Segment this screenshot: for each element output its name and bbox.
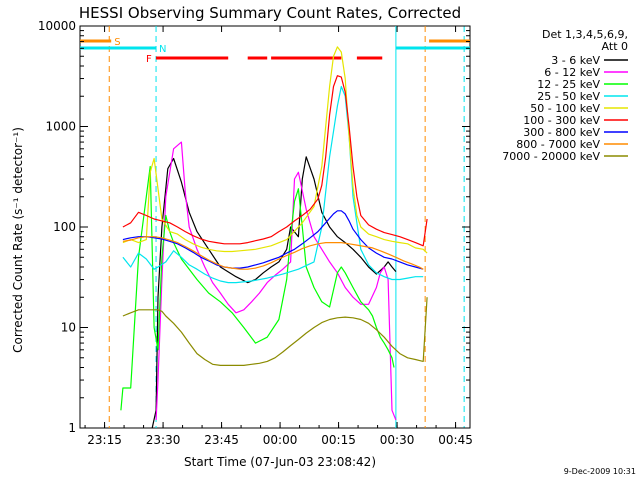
series-line-6 xyxy=(122,210,424,270)
series-line-7 xyxy=(122,236,424,270)
plot-area: SNF 23:15 23:30 23:45 00:00 00:15 00:30 00:45 … xyxy=(38,19,473,447)
x-tick-label-6: 00:45 xyxy=(438,433,473,447)
legend-label-8: 7000 - 20000 keV xyxy=(502,150,600,163)
x-tick-label-0: 23:15 xyxy=(87,433,122,447)
legend-label-3: 25 - 50 keV xyxy=(537,90,600,103)
x-tick-label-2: 23:45 xyxy=(204,433,239,447)
legend-label-4: 50 - 100 keV xyxy=(530,102,600,115)
series-line-4 xyxy=(122,46,428,254)
series-line-1 xyxy=(155,141,397,421)
legend-header-detectors: Det 1,3,4,5,6,9, xyxy=(542,28,628,41)
plot-frame xyxy=(79,25,471,429)
legend-label-5: 100 - 300 keV xyxy=(523,114,600,127)
x-tick-label-4: 00:15 xyxy=(321,433,356,447)
x-tick-label-5: 00:30 xyxy=(380,433,415,447)
x-tick-label-3: 00:00 xyxy=(263,433,298,447)
chart-title: HESSI Observing Summary Count Rates, Cor… xyxy=(79,4,461,22)
legend-label-2: 12 - 25 keV xyxy=(537,78,600,91)
legend-label-1: 6 - 12 keV xyxy=(544,66,600,79)
state-label-F: F xyxy=(146,54,152,65)
y-tick-label-1: 10 xyxy=(61,321,76,335)
x-axis-label: Start Time (07-Jun-03 23:08:42) xyxy=(184,455,376,469)
y-tick-label-4: 10000 xyxy=(38,19,76,33)
legend-label-6: 300 - 800 keV xyxy=(523,126,600,139)
y-tick-label-0: 1 xyxy=(68,421,76,435)
x-tick-label-1: 23:30 xyxy=(146,433,181,447)
x-axis-ticks: 23:15 23:30 23:45 00:00 00:15 00:30 00:45 xyxy=(84,26,473,447)
series-line-3 xyxy=(122,85,424,284)
legend-header-attenuator: Att 0 xyxy=(602,40,628,53)
legend-label-7: 800 - 7000 keV xyxy=(516,138,600,151)
date-stamp: 9-Dec-2009 10:31 xyxy=(564,467,636,476)
series-line-2 xyxy=(120,165,395,411)
state-label-S: S xyxy=(114,37,120,48)
attenuator-state-bars: S NF xyxy=(80,37,470,65)
legend-label-0: 3 - 6 keV xyxy=(551,54,600,67)
y-tick-label-3: 1000 xyxy=(45,120,76,134)
series-line-8 xyxy=(122,297,428,366)
y-axis-label: Corrected Count Rate (s⁻¹ detector⁻¹) xyxy=(11,127,25,353)
series-lines xyxy=(120,46,428,428)
y-axis-ticks: 1 10 100 1000 10000 xyxy=(38,19,470,435)
state-label-N: N xyxy=(159,44,166,55)
series-line-0 xyxy=(151,156,397,428)
series-line-5 xyxy=(122,75,428,247)
y-tick-label-2: 100 xyxy=(53,220,76,234)
